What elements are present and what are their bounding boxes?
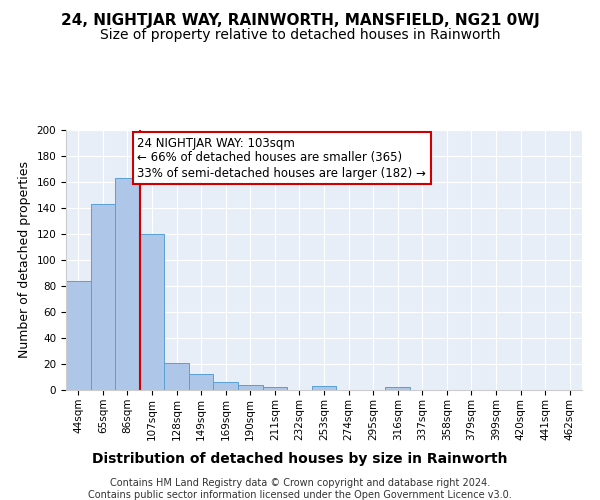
Text: 24 NIGHTJAR WAY: 103sqm
← 66% of detached houses are smaller (365)
33% of semi-d: 24 NIGHTJAR WAY: 103sqm ← 66% of detache… [137,136,426,180]
Bar [91,204,115,390]
Bar [238,385,263,390]
Bar [189,374,214,390]
Text: Contains public sector information licensed under the Open Government Licence v3: Contains public sector information licen… [88,490,512,500]
Text: 24, NIGHTJAR WAY, RAINWORTH, MANSFIELD, NG21 0WJ: 24, NIGHTJAR WAY, RAINWORTH, MANSFIELD, … [61,12,539,28]
Text: Size of property relative to detached houses in Rainworth: Size of property relative to detached ho… [100,28,500,42]
Bar [66,281,91,390]
Bar [214,382,238,390]
Bar [263,388,287,390]
Bar [385,388,410,390]
Bar [164,362,189,390]
Text: Contains HM Land Registry data © Crown copyright and database right 2024.: Contains HM Land Registry data © Crown c… [110,478,490,488]
Bar [312,386,336,390]
Text: Distribution of detached houses by size in Rainworth: Distribution of detached houses by size … [92,452,508,466]
Bar [140,234,164,390]
Bar [115,178,140,390]
Y-axis label: Number of detached properties: Number of detached properties [18,162,31,358]
